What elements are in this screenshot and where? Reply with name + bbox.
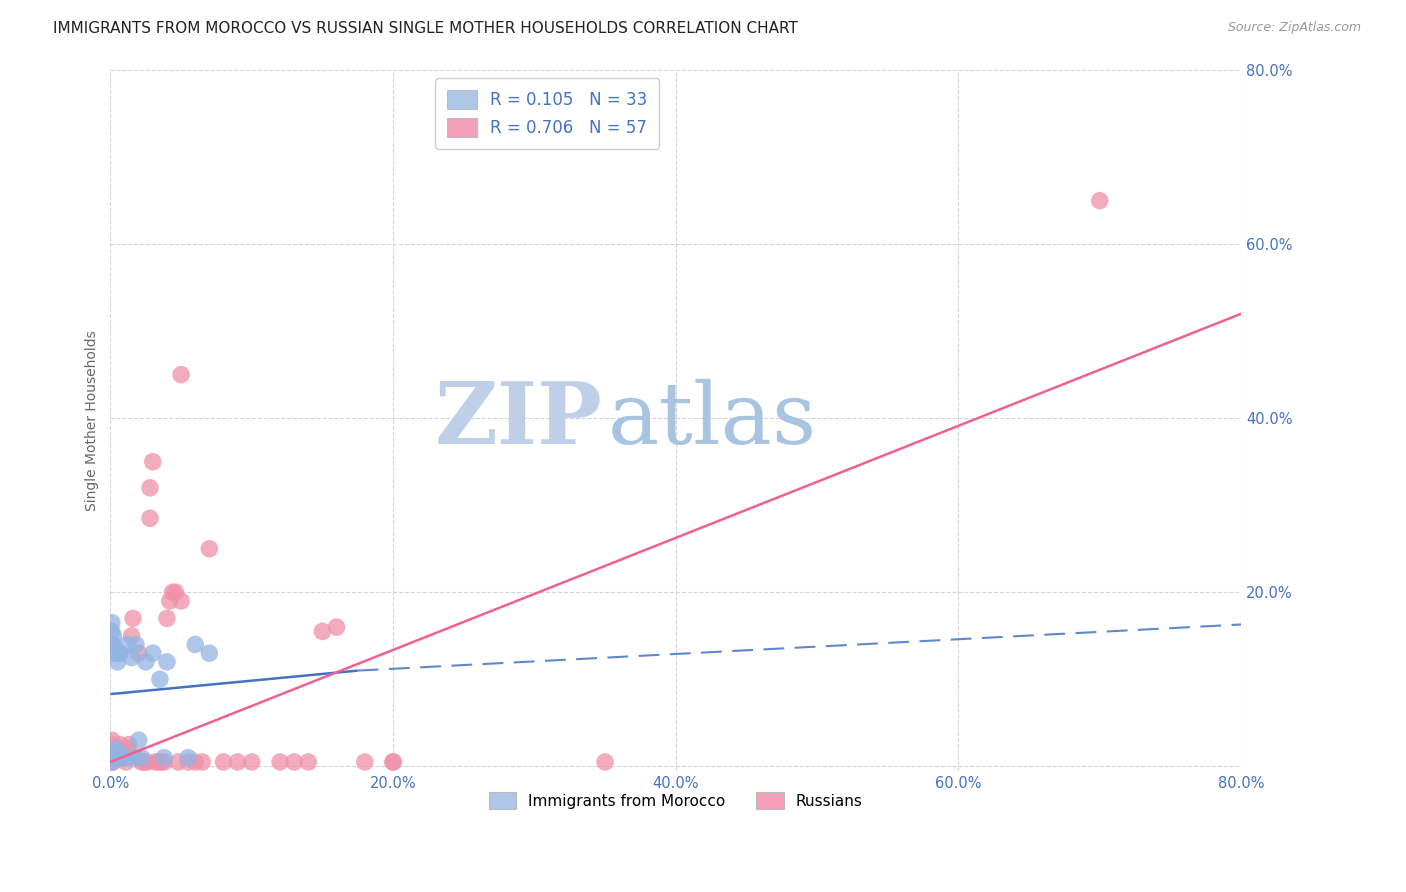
Point xyxy=(156,655,179,669)
Point xyxy=(212,755,235,769)
Point xyxy=(177,750,200,764)
Point xyxy=(283,755,305,769)
Point xyxy=(101,733,124,747)
Point xyxy=(149,673,172,687)
Point xyxy=(145,755,167,769)
Point xyxy=(297,755,319,769)
Point xyxy=(269,755,291,769)
Point xyxy=(125,750,148,764)
Point xyxy=(142,646,165,660)
Point xyxy=(112,750,135,764)
Legend: Immigrants from Morocco, Russians: Immigrants from Morocco, Russians xyxy=(482,786,869,815)
Point xyxy=(240,755,263,769)
Point xyxy=(115,755,138,769)
Point xyxy=(103,750,125,764)
Point xyxy=(101,746,124,760)
Point xyxy=(198,646,221,660)
Point xyxy=(101,738,124,752)
Point xyxy=(153,750,176,764)
Point xyxy=(101,750,124,764)
Point xyxy=(125,638,148,652)
Point xyxy=(104,750,127,764)
Y-axis label: Single Mother Households: Single Mother Households xyxy=(86,330,100,511)
Text: Source: ZipAtlas.com: Source: ZipAtlas.com xyxy=(1227,21,1361,35)
Point xyxy=(108,746,131,760)
Point xyxy=(382,755,405,769)
Point xyxy=(131,755,153,769)
Point xyxy=(111,746,134,760)
Point xyxy=(101,746,124,760)
Point xyxy=(131,750,153,764)
Point xyxy=(105,742,128,756)
Point xyxy=(353,755,375,769)
Point xyxy=(593,755,616,769)
Point xyxy=(156,611,179,625)
Point xyxy=(150,755,173,769)
Point xyxy=(103,755,125,769)
Point xyxy=(104,646,127,660)
Point xyxy=(135,655,157,669)
Point xyxy=(142,455,165,469)
Point xyxy=(325,620,347,634)
Point xyxy=(103,638,125,652)
Point xyxy=(122,611,145,625)
Point xyxy=(110,738,132,752)
Point xyxy=(139,481,162,495)
Point xyxy=(101,638,124,652)
Point xyxy=(108,742,131,756)
Point xyxy=(159,594,181,608)
Point xyxy=(103,750,125,764)
Point xyxy=(139,511,162,525)
Text: IMMIGRANTS FROM MOROCCO VS RUSSIAN SINGLE MOTHER HOUSEHOLDS CORRELATION CHART: IMMIGRANTS FROM MOROCCO VS RUSSIAN SINGL… xyxy=(53,21,799,37)
Point xyxy=(170,594,193,608)
Point xyxy=(184,755,207,769)
Point xyxy=(198,541,221,556)
Point xyxy=(121,629,143,643)
Point xyxy=(162,585,184,599)
Point xyxy=(104,750,127,764)
Point xyxy=(107,750,129,764)
Point xyxy=(101,755,124,769)
Point xyxy=(134,755,156,769)
Point xyxy=(1088,194,1111,208)
Point xyxy=(107,750,129,764)
Point xyxy=(177,755,200,769)
Point xyxy=(101,615,124,630)
Point xyxy=(114,750,136,764)
Point xyxy=(184,638,207,652)
Point xyxy=(110,646,132,660)
Point xyxy=(121,650,143,665)
Text: atlas: atlas xyxy=(607,379,817,462)
Point xyxy=(107,655,129,669)
Text: ZIP: ZIP xyxy=(434,378,602,462)
Point xyxy=(170,368,193,382)
Point xyxy=(111,750,134,764)
Point xyxy=(101,755,124,769)
Point xyxy=(117,742,139,756)
Point xyxy=(153,755,176,769)
Point xyxy=(136,755,159,769)
Point xyxy=(105,746,128,760)
Point xyxy=(128,733,150,747)
Point xyxy=(122,750,145,764)
Point xyxy=(191,755,214,769)
Point xyxy=(117,638,139,652)
Point xyxy=(382,755,405,769)
Point xyxy=(128,646,150,660)
Point xyxy=(148,755,170,769)
Point xyxy=(311,624,333,639)
Point xyxy=(101,750,124,764)
Point xyxy=(103,629,125,643)
Point xyxy=(118,738,141,752)
Point xyxy=(101,624,124,639)
Point xyxy=(114,746,136,760)
Point xyxy=(101,742,124,756)
Point xyxy=(226,755,249,769)
Point xyxy=(167,755,190,769)
Point xyxy=(165,585,187,599)
Point xyxy=(108,646,131,660)
